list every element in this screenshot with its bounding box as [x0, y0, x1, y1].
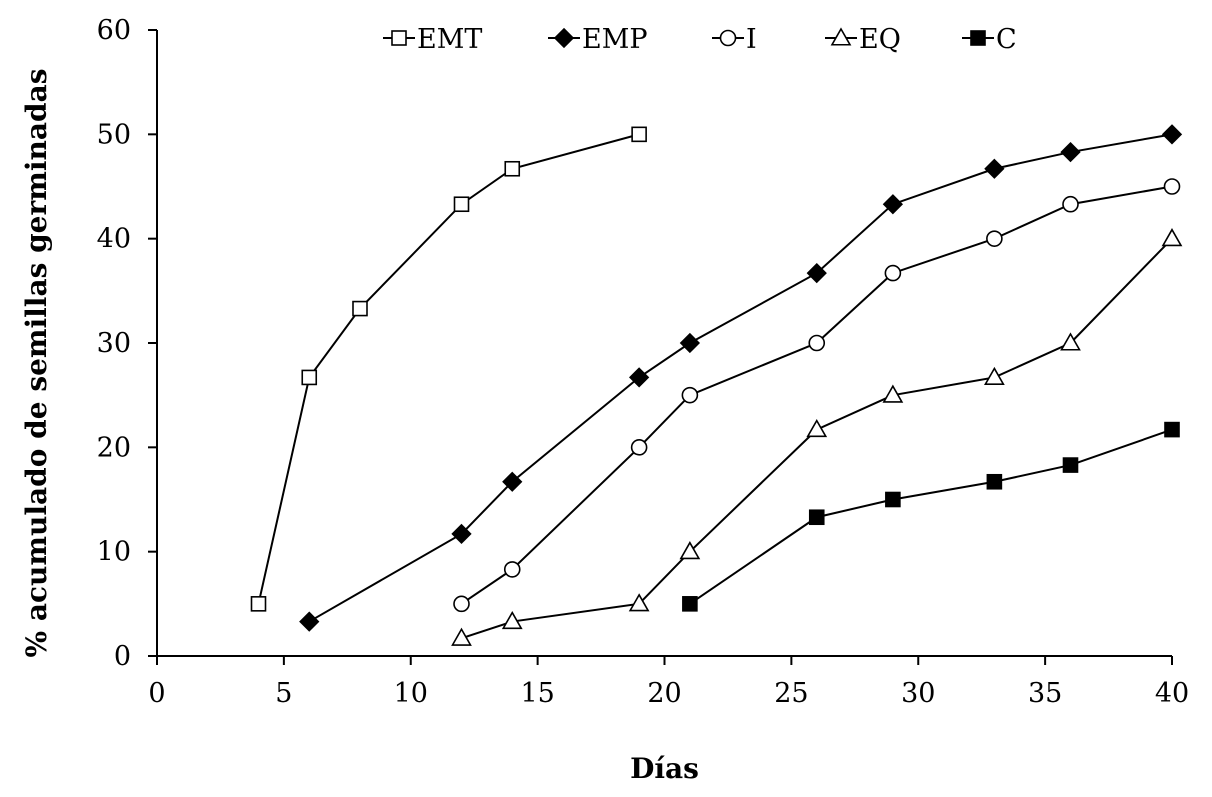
legend-marker-eq [830, 27, 852, 46]
series-c [682, 421, 1180, 612]
axes: 0 5 10 15 20 25 30 35 40 0 10 20 30 40 50 60 [97, 15, 1190, 709]
data-point-emt [250, 596, 267, 612]
x-tick-label: 5 [275, 678, 292, 709]
data-point-emt [504, 160, 521, 177]
data-point-emp [882, 194, 904, 215]
data-point-c [682, 596, 698, 612]
x-tick-label: 25 [774, 678, 808, 709]
data-point-emp [806, 262, 827, 284]
data-point-emp [1060, 141, 1081, 163]
data-point-emp [984, 158, 1005, 179]
data-point-emt [631, 126, 647, 143]
x-axis-title: Días [630, 752, 699, 785]
data-point-i [503, 561, 521, 578]
x-tick-label: 30 [901, 678, 935, 709]
y-tick-label: 60 [97, 15, 131, 46]
legend-item-c: C [962, 24, 1017, 55]
data-point-eq [628, 593, 650, 612]
y-tick-label: 20 [97, 432, 131, 463]
series-line-eq [461, 237, 1173, 640]
y-tick-label: 30 [97, 328, 131, 359]
y-axis-title: % acumulado de semillas germinadas [20, 69, 53, 658]
legend-label: I [746, 24, 757, 55]
data-point-c [808, 509, 825, 526]
data-point-i [884, 264, 902, 282]
y-tick-label: 10 [97, 537, 131, 568]
x-tick-label: 10 [394, 678, 428, 709]
series-line-i [460, 185, 1173, 605]
legend-marker-emt [391, 30, 407, 46]
data-point-eq [501, 610, 523, 630]
data-point-i [808, 334, 826, 352]
x-tick-label: 20 [647, 678, 681, 709]
data-point-eq [1060, 332, 1081, 351]
x-tick-label: 35 [1028, 678, 1062, 709]
data-point-emp [299, 611, 320, 632]
data-point-c [986, 473, 1003, 490]
legend-marker-emp [553, 27, 575, 49]
data-point-i [681, 386, 699, 404]
legend-item-emp: EMP [548, 24, 648, 55]
legend-item-i: I [712, 24, 757, 55]
legend-label: EMT [417, 24, 482, 55]
legend-item-emt: EMT [383, 24, 482, 55]
data-point-emp [679, 332, 701, 354]
x-tick-label: 0 [148, 678, 165, 709]
series-eq [451, 228, 1183, 646]
data-point-eq [451, 627, 472, 646]
data-point-emp [502, 471, 523, 492]
y-tick-label: 40 [97, 224, 131, 255]
data-point-eq [806, 418, 828, 438]
data-point-emt [352, 300, 368, 317]
data-point-emt [453, 196, 470, 213]
series-layer [250, 124, 1183, 646]
data-point-eq [983, 366, 1005, 385]
legend-label: C [996, 24, 1017, 55]
legend-label: EQ [859, 24, 901, 55]
data-point-c [885, 491, 901, 508]
data-point-eq [679, 541, 701, 560]
x-tick-label: 15 [520, 678, 554, 709]
legend-marker-i [719, 29, 737, 47]
data-point-emp [628, 367, 650, 388]
series-line-emt [257, 133, 640, 605]
data-point-eq [882, 384, 904, 403]
data-point-i [630, 439, 648, 456]
data-point-i [986, 230, 1003, 247]
data-point-eq [1161, 228, 1183, 247]
x-tick-label: 40 [1155, 678, 1189, 709]
data-point-emt [301, 369, 318, 386]
series-emt [250, 126, 647, 612]
y-tick-label: 0 [114, 641, 131, 672]
series-line-c [689, 428, 1173, 605]
series-line-emp [308, 133, 1173, 623]
series-emp [299, 124, 1183, 632]
data-point-i [1062, 195, 1079, 213]
data-point-i [1163, 178, 1181, 195]
legend-item-eq: EQ [825, 24, 901, 55]
legend-label: EMP [582, 24, 648, 55]
data-point-emp [1161, 124, 1183, 145]
y-tick-label: 50 [97, 119, 131, 150]
data-point-c [1164, 421, 1180, 438]
data-point-c [1062, 457, 1079, 473]
series-i [453, 178, 1181, 613]
legend-marker-c [970, 30, 986, 46]
data-point-i [453, 595, 470, 613]
legend: EMT EMP I EQ C [383, 24, 1017, 55]
data-point-emp [451, 523, 472, 545]
